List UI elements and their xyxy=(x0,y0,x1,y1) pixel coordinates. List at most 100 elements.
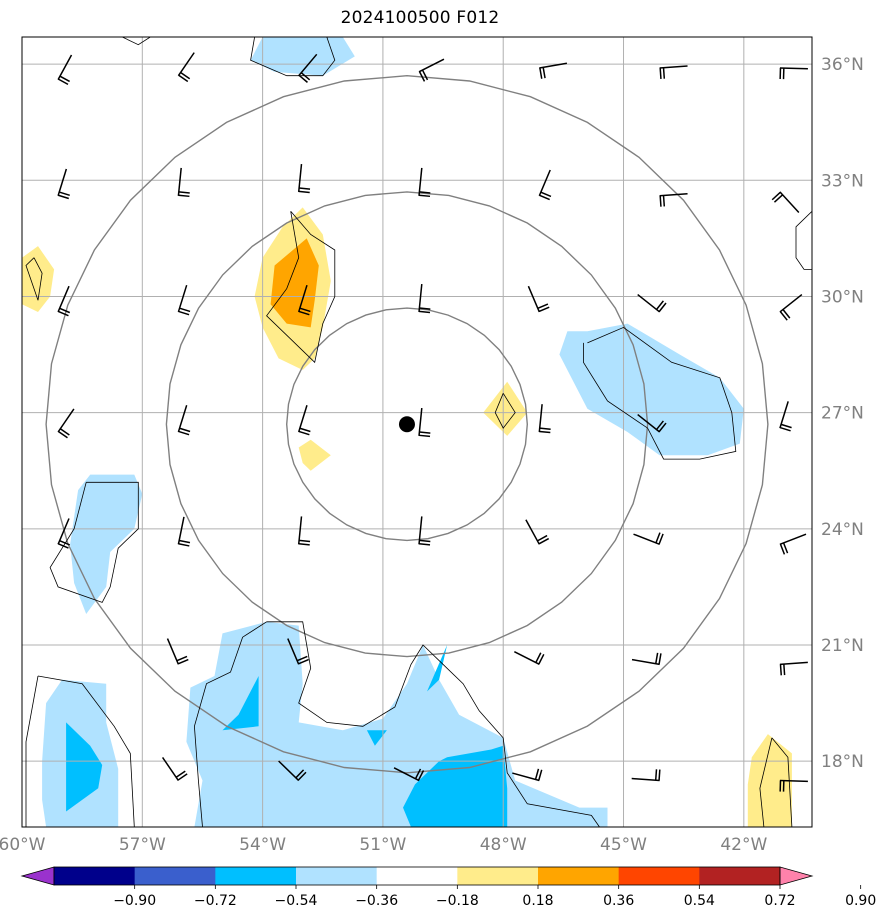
colorbar-segment xyxy=(54,867,136,885)
wind-barb xyxy=(779,67,808,80)
colorbar-tick-label: −0.72 xyxy=(194,893,237,909)
longitude-tick-label: 60°W xyxy=(0,835,46,855)
chart-title: 2024100500 F012 xyxy=(340,8,500,28)
colorbar-segment xyxy=(134,867,216,885)
longitude-tick-label: 45°W xyxy=(600,835,647,855)
colorbar-tick-label: −0.54 xyxy=(275,893,318,909)
wind-barb xyxy=(177,516,191,547)
shaded-region xyxy=(70,474,143,614)
longitude-tick-label: 54°W xyxy=(239,835,286,855)
colorbar: −0.90 −0.72 −0.54 −0.36 −0.18 0.18 0.36 0.54 0.7… xyxy=(20,866,876,909)
range-ring xyxy=(45,74,769,774)
wind-barb xyxy=(538,169,552,201)
shaded-region xyxy=(298,439,331,471)
wind-barb xyxy=(57,285,71,317)
longitude-tick-label: 42°W xyxy=(720,835,767,855)
latitude-tick-label: 33°N xyxy=(821,171,864,191)
shaded-region xyxy=(366,730,387,746)
shaded-region xyxy=(403,745,508,827)
wind-barb xyxy=(659,65,688,79)
wind-barb xyxy=(57,168,70,200)
colorbar-segment xyxy=(376,867,458,885)
colorbar-segment xyxy=(296,867,378,885)
contour-line xyxy=(193,621,267,827)
shaded-region xyxy=(250,37,355,76)
wind-barb xyxy=(779,533,807,555)
storm-center-marker xyxy=(398,416,415,433)
wind-barb xyxy=(177,167,190,198)
wind-barb xyxy=(297,163,311,194)
shaded-region xyxy=(66,722,103,812)
wind-barb xyxy=(297,516,311,546)
wind-barb xyxy=(637,293,667,313)
longitude-tick-labels: 60°W 57°W 54°W 51°W 48°W 45°W 42°W xyxy=(0,835,767,855)
shaded-region xyxy=(22,246,55,312)
colorbar-tick-label: 0.36 xyxy=(603,893,634,909)
wind-barb xyxy=(539,62,568,79)
wind-barb xyxy=(177,405,191,436)
contour-line xyxy=(49,481,139,603)
latitude-tick-label: 18°N xyxy=(821,752,864,772)
contour-line xyxy=(494,393,516,429)
wind-barb xyxy=(527,285,550,313)
wind-barb xyxy=(633,532,664,546)
shaded-field-layer xyxy=(22,37,792,827)
longitude-tick-label: 48°W xyxy=(480,835,527,855)
wind-barb xyxy=(538,404,551,434)
contour-line xyxy=(759,737,793,827)
contour-line xyxy=(122,37,151,46)
wind-barb xyxy=(659,193,688,207)
shaded-region xyxy=(559,323,744,456)
contour-line xyxy=(25,675,135,827)
wind-barb xyxy=(418,167,431,198)
wind-barb xyxy=(779,401,792,432)
wind-barb xyxy=(779,293,803,321)
longitude-tick-label: 57°W xyxy=(119,835,166,855)
range-ring-layer xyxy=(45,74,769,774)
wind-barb xyxy=(57,518,71,549)
wind-barb xyxy=(177,284,191,316)
colorbar-tick-label: 0.72 xyxy=(764,893,795,909)
contour-line xyxy=(25,257,43,301)
wind-barb xyxy=(177,52,195,83)
wind-barb xyxy=(779,661,808,676)
wind-barb xyxy=(512,768,543,782)
shaded-region xyxy=(222,676,259,731)
colorbar-over-extension xyxy=(779,866,814,886)
colorbar-segment xyxy=(699,867,781,885)
wind-barb xyxy=(779,779,808,792)
colorbar-tick-label: −0.90 xyxy=(113,893,156,909)
wind-barb xyxy=(418,58,445,82)
wind-barb xyxy=(298,53,318,83)
colorbar-under-extension xyxy=(20,866,55,886)
colorbar-segment xyxy=(457,867,539,885)
wind-barb xyxy=(297,405,311,436)
longitude-tick-label: 51°W xyxy=(359,835,406,855)
contour-line xyxy=(795,211,812,270)
contour-line xyxy=(266,211,336,364)
wind-barb xyxy=(161,756,188,781)
wind-barb xyxy=(297,284,311,316)
colorbar-tick-label: 0.54 xyxy=(684,893,715,909)
shaded-region xyxy=(270,238,319,328)
contour-line xyxy=(266,621,600,827)
shaded-region xyxy=(483,381,528,436)
wind-barb-layer xyxy=(57,52,808,792)
map-frame xyxy=(21,36,813,828)
colorbar-tick-label: 0.90 xyxy=(845,893,876,909)
range-ring xyxy=(165,191,649,658)
contour-layer xyxy=(25,37,812,827)
shaded-region xyxy=(747,734,792,827)
wind-barb xyxy=(771,191,800,214)
wind-barb xyxy=(637,414,667,433)
wind-barb xyxy=(393,767,425,782)
wind-barb xyxy=(418,516,431,546)
wind-barb xyxy=(57,54,73,86)
latitude-tick-label: 27°N xyxy=(821,404,864,424)
range-ring xyxy=(285,307,529,542)
wind-barb xyxy=(287,638,309,665)
colorbar-segment xyxy=(215,867,297,885)
colorbar-tick-label: −0.18 xyxy=(436,893,479,909)
wind-barb xyxy=(525,519,550,545)
